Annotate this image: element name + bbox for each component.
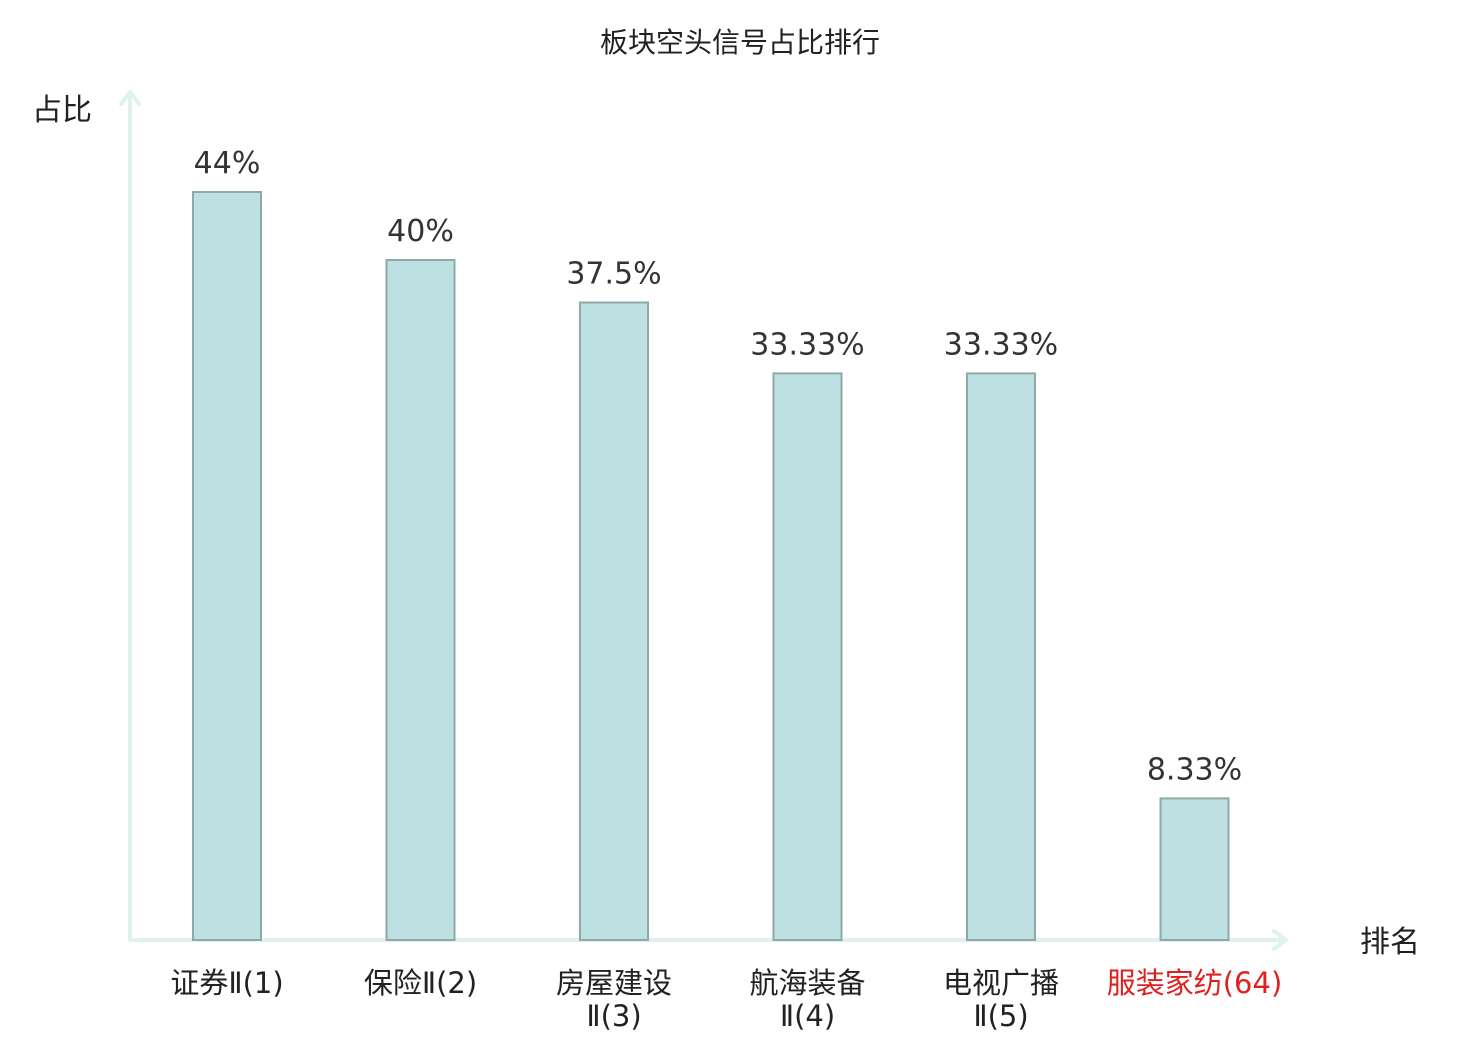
bar-value-label: 37.5% xyxy=(566,257,661,292)
bar-value-label: 8.33% xyxy=(1147,752,1242,787)
x-tick-label: 电视广播 xyxy=(943,966,1059,1000)
x-tick-label: 证券Ⅱ(1) xyxy=(170,966,283,1000)
x-axis-arrow xyxy=(1272,929,1288,951)
bar xyxy=(385,259,456,941)
bar-value-label: 33.33% xyxy=(944,327,1058,362)
chart-title: 板块空头信号占比排行 xyxy=(600,26,880,59)
bars-group xyxy=(192,191,1230,942)
bar xyxy=(579,301,649,941)
x-tick-label: 保险Ⅱ(2) xyxy=(364,966,477,1000)
bar xyxy=(1159,797,1230,942)
y-axis xyxy=(119,90,141,942)
y-axis-arrow xyxy=(119,90,141,106)
bar xyxy=(966,372,1036,941)
bar-value-label: 40% xyxy=(387,214,454,249)
x-tick-label: 服装家纺(64) xyxy=(1107,966,1283,1000)
y-axis-label: 占比 xyxy=(32,93,92,128)
x-tick-label: 房屋建设 xyxy=(556,966,672,1000)
bar-value-label: 44% xyxy=(194,146,261,181)
x-tick-label: Ⅱ(4) xyxy=(780,999,835,1033)
bar-value-label: 33.33% xyxy=(750,327,864,362)
x-tick-label: 航海装备 xyxy=(749,966,865,1000)
x-tick-label: Ⅱ(5) xyxy=(973,999,1028,1033)
x-tick-label: Ⅱ(3) xyxy=(586,999,641,1033)
value-labels-group: 44% 40% 37.5% 33.33% 33.33% 8.33% xyxy=(194,146,1243,787)
bar xyxy=(192,191,262,941)
x-axis-label: 排名 xyxy=(1360,925,1420,960)
x-axis xyxy=(128,929,1288,951)
bar xyxy=(772,372,843,941)
